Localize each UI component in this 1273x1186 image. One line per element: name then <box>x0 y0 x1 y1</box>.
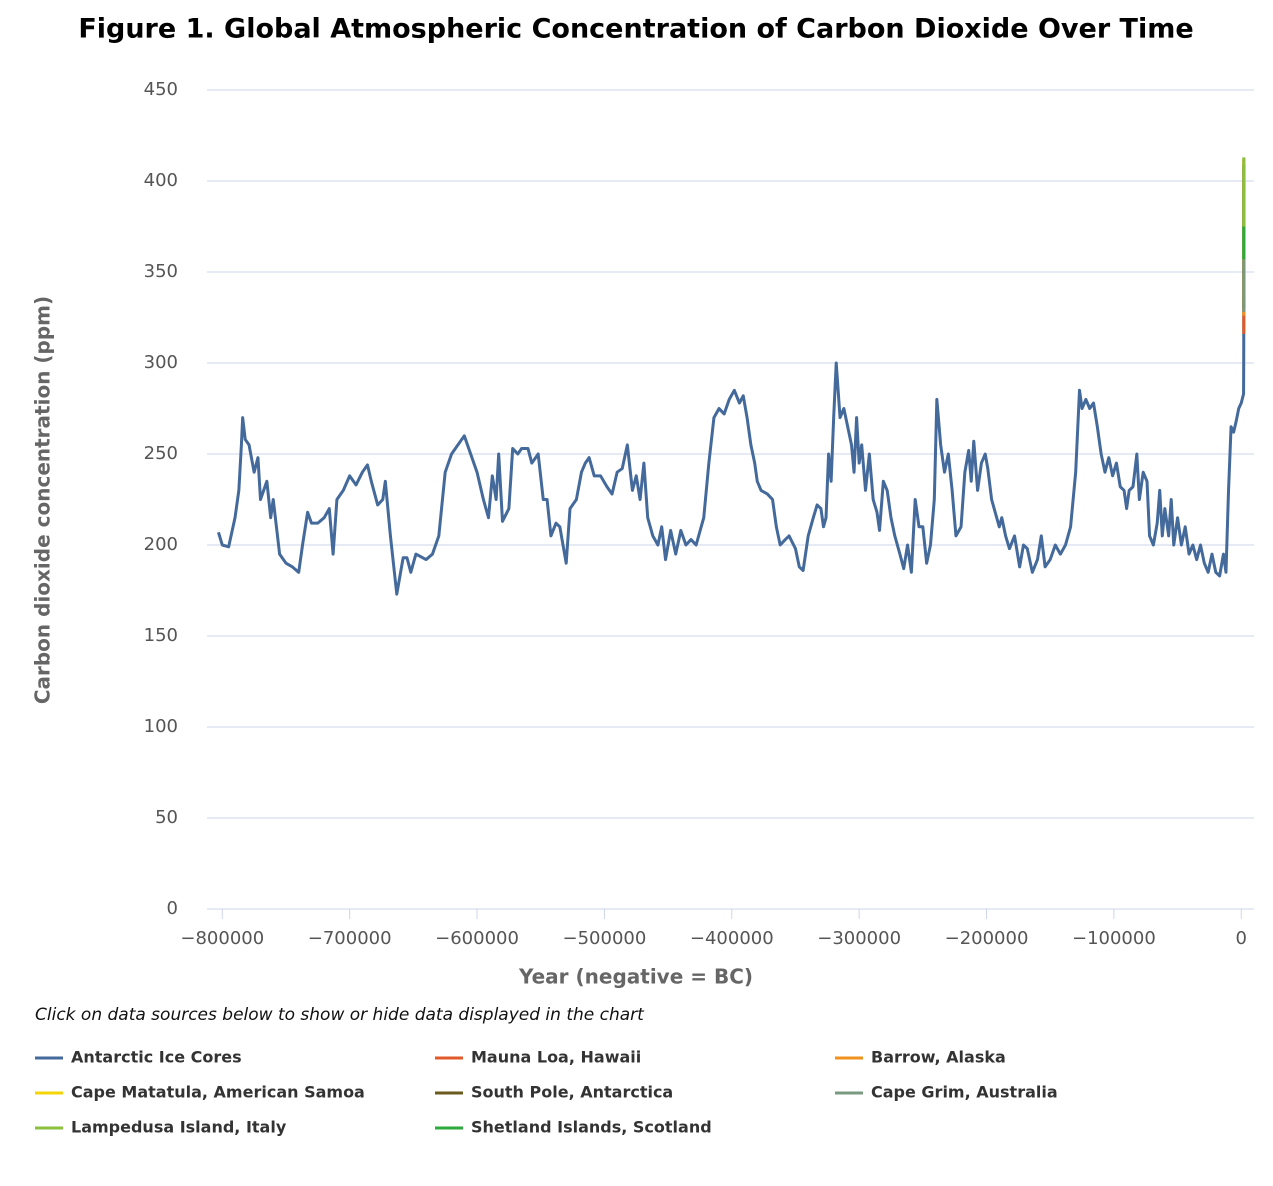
x-tick-label: −100000 <box>1072 928 1156 949</box>
legend-item[interactable]: Cape Grim, Australia <box>835 1083 1058 1102</box>
legend-item[interactable]: South Pole, Antarctica <box>435 1083 673 1102</box>
y-tick-label: 150 <box>144 625 178 646</box>
y-tick-label: 300 <box>144 352 178 373</box>
legend-label: Mauna Loa, Hawaii <box>471 1048 641 1067</box>
x-tick-label: −400000 <box>690 928 774 949</box>
legend-label: Cape Matatula, American Samoa <box>71 1083 365 1102</box>
legend-label: Barrow, Alaska <box>871 1048 1006 1067</box>
legend-label: South Pole, Antarctica <box>471 1083 673 1102</box>
y-tick-label: 200 <box>144 534 178 555</box>
legend-label: Lampedusa Island, Italy <box>71 1118 287 1137</box>
legend-note: Click on data sources below to show or h… <box>35 1005 645 1025</box>
y-tick-label: 0 <box>167 898 178 919</box>
y-tick-label: 450 <box>144 79 178 100</box>
legend-item[interactable]: Mauna Loa, Hawaii <box>435 1048 641 1067</box>
x-tick-label: −800000 <box>180 928 264 949</box>
legend-label: Shetland Islands, Scotland <box>471 1118 712 1137</box>
x-tick-label: −700000 <box>308 928 392 949</box>
series-line <box>218 301 1243 594</box>
legend-label: Antarctic Ice Cores <box>71 1048 242 1067</box>
legend-item[interactable]: Cape Matatula, American Samoa <box>35 1083 365 1102</box>
x-tick-label: −500000 <box>563 928 647 949</box>
chart-title: Figure 1. Global Atmospheric Concentrati… <box>78 14 1193 45</box>
legend-item[interactable]: Barrow, Alaska <box>835 1048 1006 1067</box>
y-tick-label: 100 <box>144 716 178 737</box>
x-tick-label: −600000 <box>435 928 519 949</box>
legend-label: Cape Grim, Australia <box>871 1083 1058 1102</box>
y-tick-label: 250 <box>144 443 178 464</box>
y-axis-label: Carbon dioxide concentration (ppm) <box>31 296 55 704</box>
x-tick-label: 0 <box>1236 928 1247 949</box>
y-tick-label: 50 <box>155 807 178 828</box>
x-tick-label: −300000 <box>817 928 901 949</box>
legend-item[interactable]: Lampedusa Island, Italy <box>35 1118 287 1137</box>
y-tick-label: 400 <box>144 170 178 191</box>
legend-item[interactable]: Shetland Islands, Scotland <box>435 1118 712 1137</box>
legend-item[interactable]: Antarctic Ice Cores <box>35 1048 242 1067</box>
x-tick-label: −200000 <box>945 928 1029 949</box>
y-tick-label: 350 <box>144 261 178 282</box>
x-axis-label: Year (negative = BC) <box>518 965 753 989</box>
